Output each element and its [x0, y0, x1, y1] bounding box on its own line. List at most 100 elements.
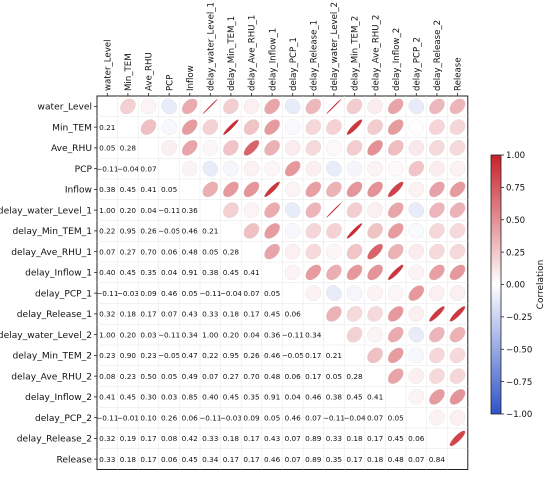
- correlation-ellipse: [161, 140, 177, 156]
- cell-value-label: 0.34: [305, 330, 322, 339]
- cell-value-label: 0.85: [182, 393, 198, 402]
- column-label: delay_Ave_RHU_2: [371, 15, 381, 91]
- cell-value-label: 0.18: [120, 310, 137, 319]
- cell-value-label: 0.17: [140, 455, 157, 464]
- correlation-ellipse: [429, 285, 445, 301]
- cell-value-label: 0.07: [285, 434, 302, 443]
- cell-value-label: −0.03: [220, 413, 243, 422]
- cell-value-label: 0.45: [182, 455, 198, 464]
- correlation-ellipse: [346, 202, 363, 218]
- column-label: delay_water_Level_2: [330, 2, 340, 91]
- correlation-ellipse: [429, 409, 445, 426]
- cell-value-label: 0.33: [202, 434, 219, 443]
- cell-value-label: 0.27: [120, 247, 137, 256]
- correlation-ellipse: [408, 160, 425, 177]
- row-label: Inflow: [65, 186, 93, 196]
- row-label: delay_Min_TEM_2: [12, 352, 92, 362]
- correlation-ellipse: [449, 347, 466, 364]
- cell-value-label: 0.17: [140, 434, 157, 443]
- cell-value-label: 0.18: [120, 455, 137, 464]
- cell-value-label: 0.91: [182, 268, 198, 277]
- cell-value-label: 0.17: [243, 310, 260, 319]
- correlation-ellipse: [429, 202, 445, 218]
- correlation-ellipse: [429, 389, 445, 405]
- correlation-ellipse: [408, 119, 425, 135]
- cell-value-label: 0.18: [367, 455, 384, 464]
- correlation-ellipse: [408, 347, 425, 364]
- cell-value-label: 0.06: [285, 310, 302, 319]
- cell-value-label: 1.00: [202, 330, 219, 339]
- cell-value-label: −0.11: [199, 413, 221, 422]
- cell-value-label: −0.05: [282, 351, 304, 360]
- row-label: delay_Ave_RHU_2: [11, 372, 92, 382]
- correlation-ellipse: [223, 160, 239, 177]
- cell-value-label: 0.05: [161, 185, 177, 194]
- cell-value-label: 0.46: [305, 393, 322, 402]
- cell-value-label: 0.06: [285, 372, 302, 381]
- correlation-ellipse: [367, 264, 383, 281]
- correlation-ellipse: [264, 243, 280, 260]
- cell-value-label: 0.46: [182, 227, 199, 236]
- cell-value-label: 0.33: [326, 434, 343, 443]
- row-label: delay_water_Level_1: [0, 206, 92, 216]
- column-label-layer: water_Level Min_TEM Ave_RHU PCP Inflow delay_…: [104, 2, 464, 96]
- correlation-ellipse: [284, 98, 301, 115]
- correlation-ellipse: [346, 181, 363, 198]
- correlation-ellipse: [429, 326, 445, 343]
- colorbar-label: Correlation: [536, 260, 546, 310]
- correlation-ellipse: [181, 160, 198, 177]
- correlation-ellipse: [449, 223, 466, 239]
- correlation-ellipse: [387, 160, 404, 177]
- cell-value-label: −0.04: [343, 413, 366, 422]
- row-label: Min_TEM: [52, 123, 92, 133]
- cell-value-label: 0.23: [120, 372, 137, 381]
- cell-value-label: 0.48: [264, 372, 281, 381]
- cell-value-label: 0.49: [182, 372, 199, 381]
- correlation-ellipse: [181, 98, 198, 115]
- cell-value-label: 0.40: [202, 393, 219, 402]
- cell-value-label: 0.70: [243, 372, 260, 381]
- correlation-ellipse: [429, 119, 445, 135]
- correlation-ellipse: [284, 160, 301, 177]
- cell-value-label: −0.11: [96, 289, 118, 298]
- cell-value-label: 0.32: [99, 310, 115, 319]
- row-label: Ave_RHU: [51, 144, 92, 154]
- correlation-ellipse: [284, 202, 301, 218]
- correlation-ellipse: [346, 119, 363, 135]
- cell-value-label: 0.28: [346, 372, 363, 381]
- correlation-ellipse: [243, 223, 260, 239]
- cell-value-label: 0.07: [367, 413, 384, 422]
- column-label: delay_Release_2: [433, 20, 443, 91]
- correlation-ellipse: [284, 223, 301, 239]
- colorbar-tick-label: 0.50: [506, 216, 525, 226]
- correlation-ellipse: [408, 326, 425, 343]
- correlation-ellipse: [264, 140, 280, 156]
- cell-value-label: 0.17: [140, 310, 157, 319]
- cell-value-label: 0.07: [161, 310, 178, 319]
- correlation-ellipse: [387, 140, 404, 156]
- row-label-layer: water_Level Min_TEM Ave_RHU PCP Inflow delay_…: [0, 103, 97, 465]
- cell-value-label: 0.38: [326, 393, 343, 402]
- cell-value-label: 0.95: [120, 227, 136, 236]
- correlation-ellipse: [284, 140, 301, 156]
- cell-value-label: 0.07: [305, 413, 322, 422]
- cell-value-label: 0.27: [223, 372, 240, 381]
- correlation-ellipse: [367, 98, 383, 115]
- cell-value-label: 0.36: [264, 330, 281, 339]
- colorbar-tick-label: 0.25: [506, 248, 525, 258]
- cell-value-label: 0.45: [346, 393, 362, 402]
- correlation-ellipse: [408, 243, 425, 260]
- correlation-ellipse: [387, 181, 404, 198]
- ellipse-layer: [120, 98, 466, 447]
- correlation-ellipse: [408, 223, 425, 239]
- correlation-ellipse: [326, 306, 342, 322]
- correlation-ellipse: [243, 181, 260, 198]
- cell-value-label: −0.11: [323, 413, 345, 422]
- colorbar-tick-label: −1.00: [506, 410, 532, 420]
- correlation-ellipse: [161, 98, 177, 115]
- correlation-ellipse: [449, 285, 466, 301]
- cell-value-label: 0.45: [223, 393, 239, 402]
- correlation-ellipse: [326, 98, 342, 115]
- correlation-ellipse: [449, 243, 466, 260]
- row-label: delay_PCP_2: [35, 414, 92, 424]
